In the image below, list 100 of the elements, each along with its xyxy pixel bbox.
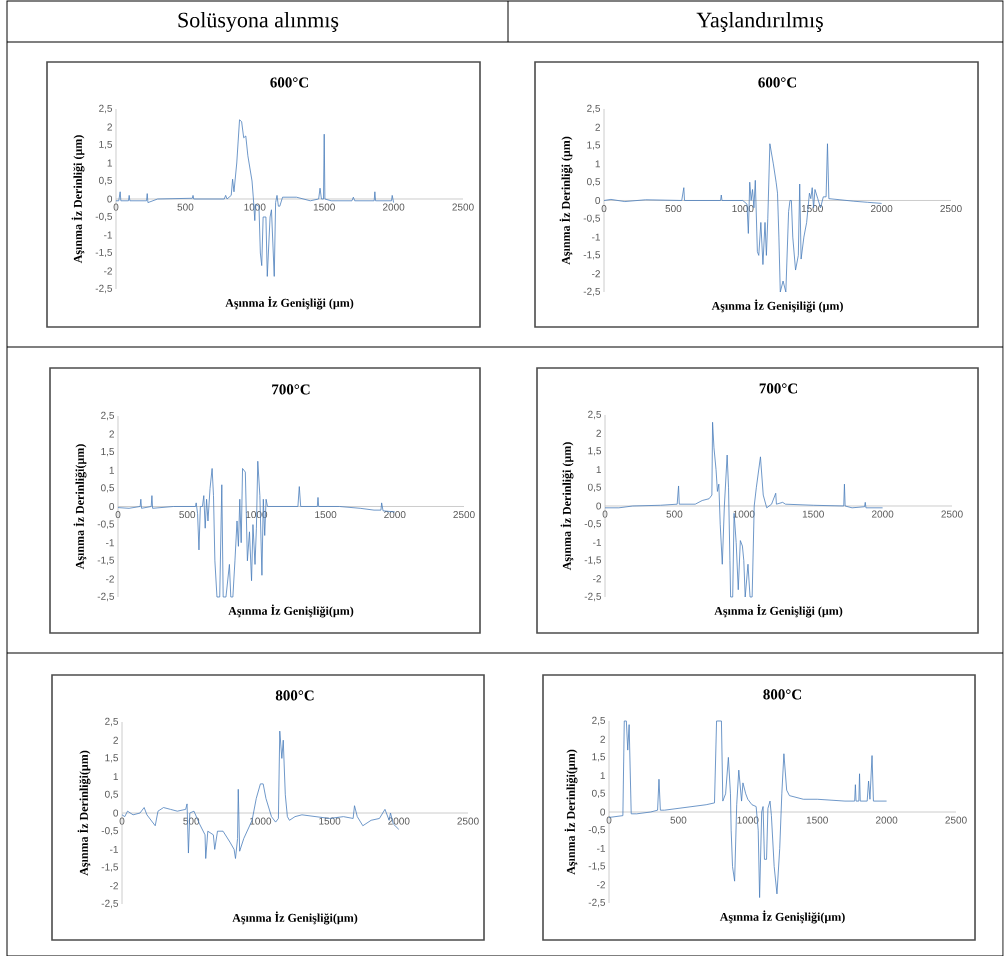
y-tick-label: 0,5: [104, 790, 119, 799]
x-tick-label: 1500: [802, 510, 824, 518]
y-tick-label: 2: [600, 735, 605, 743]
chart-title: 800°C: [275, 690, 314, 701]
x-axis-title: Aşınma İz Genişiliği (µm): [711, 299, 843, 313]
y-tick-label: 0,5: [586, 178, 601, 187]
x-tick-label: 2500: [453, 511, 475, 519]
x-tick-label: 2000: [871, 510, 894, 518]
y-tick-label: -2,5: [101, 899, 119, 909]
y-tick-label: 2,5: [588, 410, 602, 420]
x-tick-label: 2500: [941, 510, 963, 518]
chart-title: 700°C: [272, 384, 310, 395]
x-tick-label: 500: [666, 510, 683, 518]
y-axis-title: Aşınma İz Derinliği(µm): [77, 750, 91, 876]
x-tick-label: 0: [119, 817, 125, 825]
y-tick-label: -2: [106, 575, 114, 583]
x-tick-label: 2000: [875, 816, 898, 824]
y-tick-label: -0,5: [588, 826, 606, 835]
x-axis-title: Aşınma İz Genişliği(µm): [232, 911, 358, 925]
y-tick-label: -2,5: [588, 898, 606, 908]
y-tick-label: 0: [109, 502, 115, 511]
x-axis-title: Aşınma İz Genişliği(µm): [719, 910, 845, 924]
x-tick-label: 2500: [457, 817, 479, 825]
y-tick-label: 0,5: [587, 483, 602, 492]
y-tick-label: 1,5: [592, 753, 606, 762]
y-tick-label: 0,5: [591, 789, 606, 798]
y-tick-label: -2: [110, 882, 118, 890]
y-tick-label: 2,5: [105, 717, 119, 727]
y-tick-label: 2: [595, 123, 600, 131]
y-tick-label: 1,5: [105, 754, 119, 763]
x-tick-label: 2000: [382, 203, 405, 211]
text: Solüsyona alınmış: [178, 11, 339, 32]
x-tick-label: 2000: [870, 205, 893, 213]
y-tick-label: -0,5: [101, 827, 119, 836]
y-tick-label: 2: [113, 736, 118, 744]
chart-title: 800°C: [763, 689, 802, 700]
x-tick-label: 2500: [945, 816, 967, 824]
y-tick-label: -2: [593, 575, 601, 583]
y-tick-label: 2,5: [592, 716, 606, 726]
y-tick-label: 1,5: [588, 447, 602, 456]
x-tick-label: 1500: [319, 817, 341, 825]
x-tick-label: 2500: [452, 203, 474, 211]
y-tick-label: -2,5: [95, 284, 113, 294]
y-tick-label: 2,5: [587, 104, 601, 114]
y-tick-label: 0,5: [98, 176, 113, 186]
y-tick-label: -0,5: [583, 214, 601, 223]
x-tick-label: 0: [606, 816, 612, 824]
y-tick-label: -0,5: [95, 212, 113, 222]
y-axis-title: Aşınma İz Derinliği (µm): [560, 442, 574, 571]
y-tick-label: 0: [113, 809, 119, 817]
y-tick-label: 1: [595, 160, 600, 168]
y-tick-label: 2: [107, 123, 112, 131]
y-tick-label: -2: [597, 881, 605, 889]
y-tick-label: -1: [106, 539, 114, 547]
y-axis-title: Aşınma İz Derinliği (µm): [71, 135, 85, 264]
y-tick-label: 2: [109, 430, 114, 438]
x-tick-label: 500: [177, 203, 194, 211]
y-tick-label: -1,5: [95, 248, 113, 258]
x-tick-label: 500: [670, 816, 687, 824]
y-tick-label: -2,5: [583, 287, 601, 297]
y-tick-label: 2,5: [99, 104, 113, 114]
x-tick-label: 1500: [801, 205, 823, 213]
y-tick-label: -1: [104, 231, 112, 239]
x-tick-label: 1000: [250, 817, 272, 825]
y-tick-label: 1: [107, 159, 112, 167]
x-axis-title: Aşınma İz Genişliği(µm): [228, 604, 354, 618]
y-tick-label: -1: [597, 844, 605, 852]
y-tick-label: -2: [104, 267, 112, 275]
y-tick-label: 1,5: [587, 141, 601, 150]
x-tick-label: 2000: [388, 817, 410, 825]
y-tick-label: 0: [600, 808, 606, 816]
y-tick-label: -0,5: [97, 520, 115, 529]
x-axis-title: Aşınma İz Genişliği (µm): [714, 604, 843, 618]
y-tick-label: -1: [592, 233, 600, 241]
x-tick-label: 2500: [940, 205, 962, 213]
x-tick-label: 1500: [315, 511, 337, 519]
y-tick-label: -1: [110, 845, 118, 853]
chart-title: 600°C: [758, 77, 797, 88]
y-tick-label: -2,5: [584, 592, 602, 602]
y-tick-label: -1,5: [97, 556, 115, 565]
chart-title: 700°C: [759, 383, 798, 394]
x-tick-label: 500: [665, 205, 682, 213]
y-tick-label: 2: [596, 429, 601, 437]
y-tick-label: 0: [595, 196, 601, 205]
y-tick-label: 1,5: [99, 140, 113, 150]
y-axis-title: Aşınma İz Derinliği(µm): [564, 749, 578, 875]
chart-title: 600°C: [270, 77, 309, 88]
y-tick-label: -1,5: [588, 862, 606, 871]
x-tick-label: 2000: [384, 511, 406, 519]
y-tick-label: 1: [113, 773, 118, 781]
y-tick-label: 0: [107, 195, 113, 203]
y-tick-label: 2,5: [101, 411, 115, 421]
x-axis-title: Aşınma İz Genişliği (µm): [225, 296, 354, 310]
x-tick-label: 1500: [806, 816, 828, 824]
y-tick-label: -1,5: [583, 251, 601, 260]
text: Yaşlandırılmış: [696, 12, 823, 32]
y-axis-title: Aşınma İz Derinliği (µm): [559, 136, 573, 265]
y-tick-label: 1,5: [101, 448, 115, 457]
y-tick-label: 1: [596, 466, 601, 474]
y-tick-label: 1: [109, 466, 114, 474]
